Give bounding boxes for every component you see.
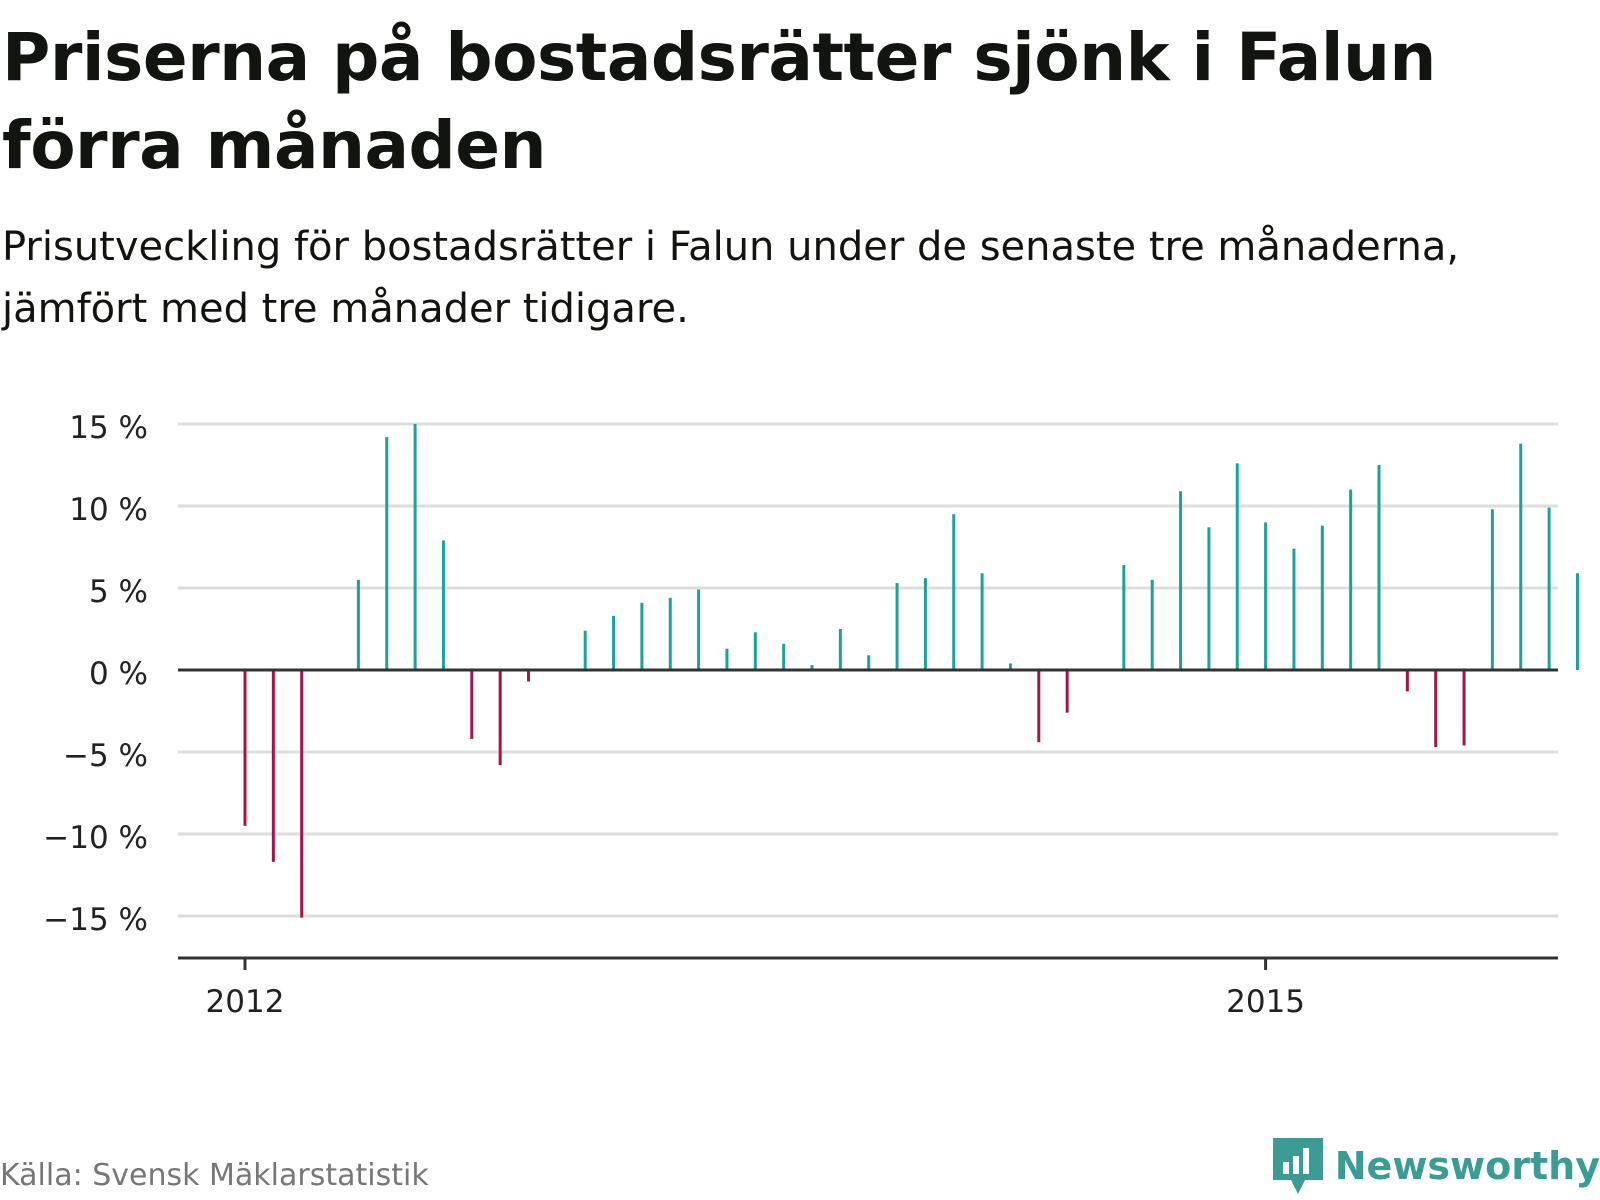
bar [300,670,304,918]
bar [498,670,502,766]
bar [1122,565,1126,670]
bar [1320,525,1324,670]
y-tick-label: 15 % [69,410,148,446]
brand-name: Newsworthy [1334,1144,1600,1188]
newsworthy-logo-icon [1272,1138,1323,1194]
bar [1519,443,1523,670]
bar [441,540,445,670]
chart-subtitle: Prisutveckling för bostadsrätter i Falun… [2,224,1460,332]
bar [923,578,927,670]
bar [356,579,360,670]
labels: 15 %10 %5 %0 %−5 %−10 %−15 %201220152018… [43,410,1305,1020]
bar [413,424,417,670]
bar [470,670,474,739]
bar [612,615,616,670]
y-tick-label: 10 % [69,492,148,528]
source-note: Källa: Svensk Mäklarstatistik [0,1158,429,1193]
bar [668,597,672,670]
axes [178,668,1558,970]
bar [1264,522,1268,670]
bar [838,629,842,670]
bar [1065,670,1069,713]
bar [867,655,871,670]
bar [1575,573,1579,670]
bar [725,648,729,670]
y-tick-label: 0 % [89,656,148,692]
gridlines [178,422,1558,918]
bar [952,514,956,670]
bar [895,583,899,670]
bar [1547,507,1551,670]
bar [753,632,757,670]
bar [1349,489,1353,670]
bar [1377,465,1381,670]
chart-title: Priserna på bostadsrätter sjönk i Falun … [2,19,1436,184]
y-tick-label: −15 % [43,902,148,938]
bar [1008,663,1012,670]
bar [1179,491,1183,670]
bar [810,665,814,670]
x-tick-label: 2012 [206,984,285,1020]
bar [1405,670,1409,692]
bar [243,670,247,826]
bar [1462,670,1466,746]
bar [1292,548,1296,670]
bar [271,670,275,862]
bar [1037,670,1041,743]
bar [385,437,389,670]
bars [243,424,1579,918]
bar [697,589,701,670]
bar [1434,670,1438,748]
bar [640,602,644,670]
x-tick-label: 2015 [1226,984,1305,1020]
y-tick-label: −10 % [43,820,148,856]
brand-logo: Newsworthy [1272,1138,1600,1194]
y-tick-label: 5 % [89,574,148,610]
bar [980,573,984,670]
bar-chart: 15 %10 %5 %0 %−5 %−10 %−15 %201220152018… [43,410,1579,1020]
bar [1150,579,1154,670]
bar [527,670,530,682]
y-tick-label: −5 % [63,738,148,774]
bar [1207,527,1211,670]
bar [583,630,587,670]
bar [1235,463,1239,670]
bar [782,643,786,670]
bar [1490,509,1494,670]
